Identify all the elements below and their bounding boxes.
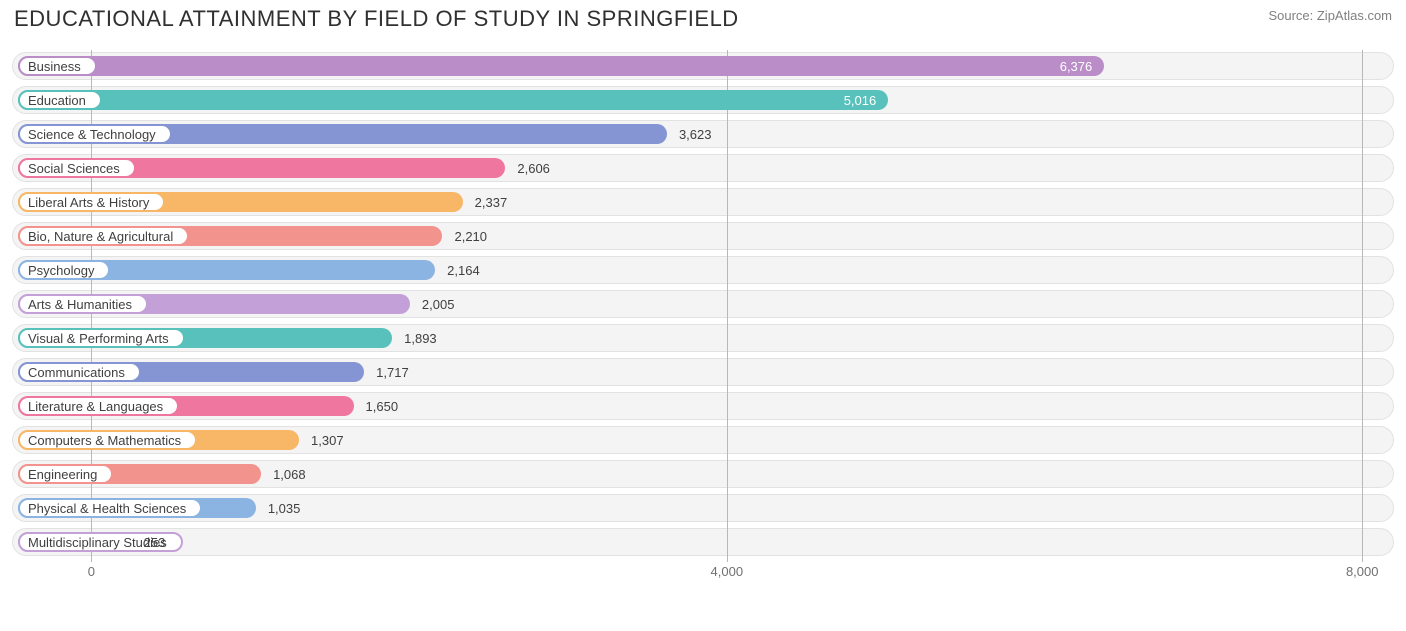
category-pill: Visual & Performing Arts — [18, 328, 185, 348]
x-axis-tick: 4,000 — [711, 564, 744, 579]
category-label: Education — [28, 93, 86, 108]
bar-row: Liberal Arts & History 2,337 — [12, 186, 1394, 220]
value-label: 253 — [136, 532, 174, 552]
chart-source: Source: ZipAtlas.com — [1268, 6, 1392, 23]
category-pill: Literature & Languages — [18, 396, 179, 416]
category-label: Literature & Languages — [28, 399, 163, 414]
value-label: 1,893 — [396, 328, 445, 348]
category-label: Psychology — [28, 263, 94, 278]
category-label: Communications — [28, 365, 125, 380]
bar-row: Multidisciplinary Studies253 — [12, 526, 1394, 560]
category-pill: Communications — [18, 362, 141, 382]
x-axis: 0 4,000 8,000 — [12, 560, 1394, 588]
value-label: 6,376 — [1052, 56, 1101, 76]
grid-line — [1362, 50, 1363, 562]
value-label: 2,164 — [439, 260, 488, 280]
category-pill: Social Sciences — [18, 158, 136, 178]
bar-rows: Business 6,376 Education 5,016 Science & Tec… — [12, 50, 1394, 560]
bar-row: Literature & Languages 1,650 — [12, 390, 1394, 424]
bar-row: Science & Technology 3,623 — [12, 118, 1394, 152]
category-label: Liberal Arts & History — [28, 195, 149, 210]
value-label: 1,068 — [265, 464, 314, 484]
category-pill: Engineering — [18, 464, 113, 484]
chart-area: Business 6,376 Education 5,016 Science & Tec… — [12, 50, 1394, 590]
value-label: 5,016 — [836, 90, 885, 110]
bar-row: Education 5,016 — [12, 84, 1394, 118]
category-pill: Physical & Health Sciences — [18, 498, 202, 518]
bar-row: Business 6,376 — [12, 50, 1394, 84]
chart-header: EDUCATIONAL ATTAINMENT BY FIELD OF STUDY… — [0, 0, 1406, 46]
value-label: 2,005 — [414, 294, 463, 314]
x-axis-tick: 8,000 — [1346, 564, 1379, 579]
bar-row: Physical & Health Sciences 1,035 — [12, 492, 1394, 526]
category-pill: Science & Technology — [18, 124, 172, 144]
bar-row: Social Sciences 2,606 — [12, 152, 1394, 186]
bar-row: Bio, Nature & Agricultural 2,210 — [12, 220, 1394, 254]
category-label: Visual & Performing Arts — [28, 331, 169, 346]
category-label: Bio, Nature & Agricultural — [28, 229, 173, 244]
grid-line — [727, 50, 728, 562]
category-pill: Liberal Arts & History — [18, 192, 165, 212]
category-label: Social Sciences — [28, 161, 120, 176]
bar-row: Computers & Mathematics 1,307 — [12, 424, 1394, 458]
bar-row: Visual & Performing Arts 1,893 — [12, 322, 1394, 356]
value-label: 2,337 — [467, 192, 516, 212]
category-pill: Arts & Humanities — [18, 294, 148, 314]
bar-row: Psychology 2,164 — [12, 254, 1394, 288]
bar-track — [12, 528, 1394, 556]
bar — [18, 56, 1104, 76]
bar-row: Communications 1,717 — [12, 356, 1394, 390]
category-label: Arts & Humanities — [28, 297, 132, 312]
value-label: 1,307 — [303, 430, 352, 450]
category-label: Science & Technology — [28, 127, 156, 142]
category-label: Business — [28, 59, 81, 74]
x-axis-tick: 0 — [88, 564, 95, 579]
value-label: 1,035 — [260, 498, 309, 518]
category-pill: Business — [18, 56, 97, 76]
category-pill: Psychology — [18, 260, 110, 280]
bar — [18, 90, 888, 110]
value-label: 1,717 — [368, 362, 417, 382]
category-label: Physical & Health Sciences — [28, 501, 186, 516]
value-label: 2,606 — [509, 158, 558, 178]
bar-row: Arts & Humanities 2,005 — [12, 288, 1394, 322]
category-label: Engineering — [28, 467, 97, 482]
value-label: 1,650 — [358, 396, 407, 416]
category-pill: Bio, Nature & Agricultural — [18, 226, 189, 246]
value-label: 2,210 — [446, 226, 495, 246]
category-label: Computers & Mathematics — [28, 433, 181, 448]
bar-row: Engineering 1,068 — [12, 458, 1394, 492]
chart-title: EDUCATIONAL ATTAINMENT BY FIELD OF STUDY… — [14, 6, 739, 32]
category-pill: Computers & Mathematics — [18, 430, 197, 450]
value-label: 3,623 — [671, 124, 720, 144]
category-pill: Education — [18, 90, 102, 110]
